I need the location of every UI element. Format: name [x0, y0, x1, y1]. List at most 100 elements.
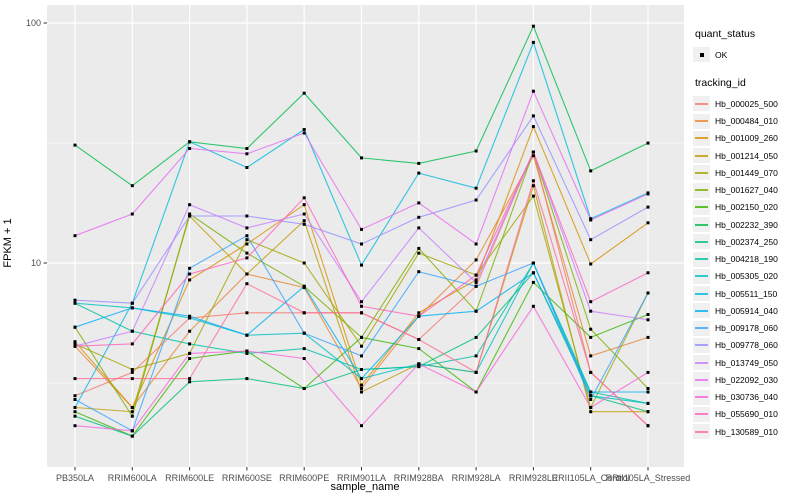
legend-entry-label: Hb_000484_010 [715, 116, 778, 127]
data-point [360, 387, 363, 390]
data-point [188, 212, 192, 216]
data-point [589, 390, 593, 394]
data-point [130, 410, 134, 414]
legend-key-box [693, 113, 710, 129]
data-point [73, 394, 77, 398]
legend-key-line-icon [695, 120, 708, 123]
legend-key-box [693, 199, 710, 215]
legend-key-box [693, 96, 710, 112]
data-point [589, 218, 593, 222]
data-point [589, 354, 593, 358]
legend-key-line-icon [695, 309, 708, 312]
point-marker-icon [699, 52, 704, 57]
legend-key-line-icon [695, 327, 708, 330]
legend-key-box [693, 389, 710, 405]
legend-key-line-icon [695, 292, 708, 295]
legend-entry-label: Hb_055690_010 [715, 409, 778, 420]
data-point [73, 342, 77, 346]
data-point [360, 377, 363, 381]
x-tick-label: RRII105LA_Control [551, 473, 630, 483]
legend-key-line-icon [695, 171, 708, 174]
legend-key-box [693, 251, 710, 267]
data-point [417, 338, 421, 341]
legend-entry-label: Hb_002374_250 [715, 236, 778, 247]
data-point [417, 246, 421, 250]
data-point [188, 140, 192, 144]
data-point [245, 226, 249, 230]
x-tick-label: RRIM928LE [508, 473, 558, 483]
data-point [130, 212, 134, 216]
legend-key-box [693, 234, 710, 250]
legend-key-box [693, 165, 710, 181]
legend-entry-Hb_002150_020: Hb_002150_020 [693, 199, 799, 216]
data-point [360, 242, 363, 246]
data-point [188, 278, 192, 282]
x-tick-label: RRIM600SE [221, 473, 272, 483]
data-point [417, 161, 421, 165]
data-point [360, 335, 363, 339]
data-point [474, 278, 478, 282]
data-point [245, 282, 249, 286]
data-point [188, 380, 192, 384]
x-tick-label: RRIM928BA [393, 473, 444, 483]
data-point [302, 196, 306, 200]
legend-entry-label: Hb_130589_010 [715, 426, 778, 437]
data-point [302, 91, 306, 95]
legend-entry-label: Hb_005305_020 [715, 271, 778, 282]
y-axis-title: FPKM + 1 [2, 218, 14, 268]
data-point [188, 316, 192, 320]
data-point [245, 242, 249, 246]
data-point [73, 143, 77, 147]
data-point [417, 314, 421, 318]
legend-key-box [693, 320, 710, 336]
data-point [302, 131, 306, 135]
data-point [531, 125, 535, 129]
data-point [302, 284, 306, 288]
legend-title-tracking-id: tracking_id [695, 77, 746, 90]
data-point [245, 349, 249, 353]
data-point [302, 128, 306, 131]
x-tick-label: RRIM600LE [165, 473, 215, 483]
data-point [302, 347, 306, 351]
data-point [646, 387, 650, 390]
data-point [302, 203, 306, 207]
data-point [417, 226, 421, 230]
data-point [130, 434, 134, 438]
data-point [360, 344, 363, 348]
data-point [531, 150, 535, 154]
legend-entry-label: Hb_002150_020 [715, 202, 778, 213]
data-point [73, 414, 77, 418]
data-point [360, 156, 363, 160]
legend-entry-label: Hb_009178_060 [715, 323, 778, 334]
data-point [130, 301, 134, 305]
data-point [474, 280, 478, 284]
data-point [360, 383, 363, 387]
data-point [360, 311, 363, 315]
data-point [188, 342, 192, 346]
data-point [589, 406, 593, 409]
data-point [531, 280, 535, 284]
data-point [130, 184, 134, 188]
legend-entry-Hb_005305_020: Hb_005305_020 [693, 268, 799, 285]
data-point [474, 309, 478, 313]
y-tick-label: 100 [25, 18, 41, 28]
legend-key-line-icon [695, 430, 708, 433]
legend-entry-label: Hb_022092_030 [715, 374, 778, 385]
data-point [302, 219, 306, 223]
data-point [531, 114, 535, 118]
legend-tracking-entries: Hb_000025_500 Hb_000484_010 Hb_001009_260 H… [693, 95, 799, 440]
data-point [188, 377, 192, 381]
data-point [531, 271, 535, 275]
data-point [245, 147, 249, 150]
legend-tracking-id: tracking_id Hb_000025_500 Hb_000484_010 Hb… [693, 77, 799, 440]
data-point [302, 387, 306, 390]
data-point [360, 304, 363, 308]
x-tick-label: RRII105LA_Stressed [605, 473, 691, 483]
data-point [646, 335, 650, 339]
data-point [302, 331, 306, 335]
data-point [531, 40, 535, 44]
legend-entry-Hb_000484_010: Hb_000484_010 [693, 113, 799, 130]
data-point [302, 357, 306, 360]
